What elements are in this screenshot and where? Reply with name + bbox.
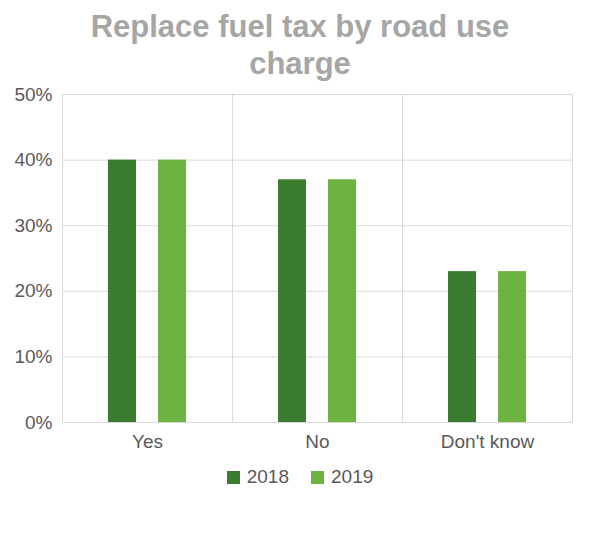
svg-text:40%: 40% [14, 149, 52, 170]
svg-text:0%: 0% [25, 412, 53, 433]
svg-text:10%: 10% [14, 346, 52, 367]
svg-text:Don't know: Don't know [441, 431, 535, 452]
html-text:2019: 2019 [331, 466, 374, 487]
svg-text:Yes: Yes [132, 431, 163, 452]
svg-text:20%: 20% [14, 280, 52, 301]
svg-text:50%: 50% [14, 84, 52, 105]
html-text:Replace fuel tax by road use c: Replace fuel tax by road use charge [90, 9, 510, 81]
svg-text:No: No [305, 431, 329, 452]
html-text:2018: 2018 [246, 466, 289, 487]
svg-text:30%: 30% [14, 215, 52, 236]
